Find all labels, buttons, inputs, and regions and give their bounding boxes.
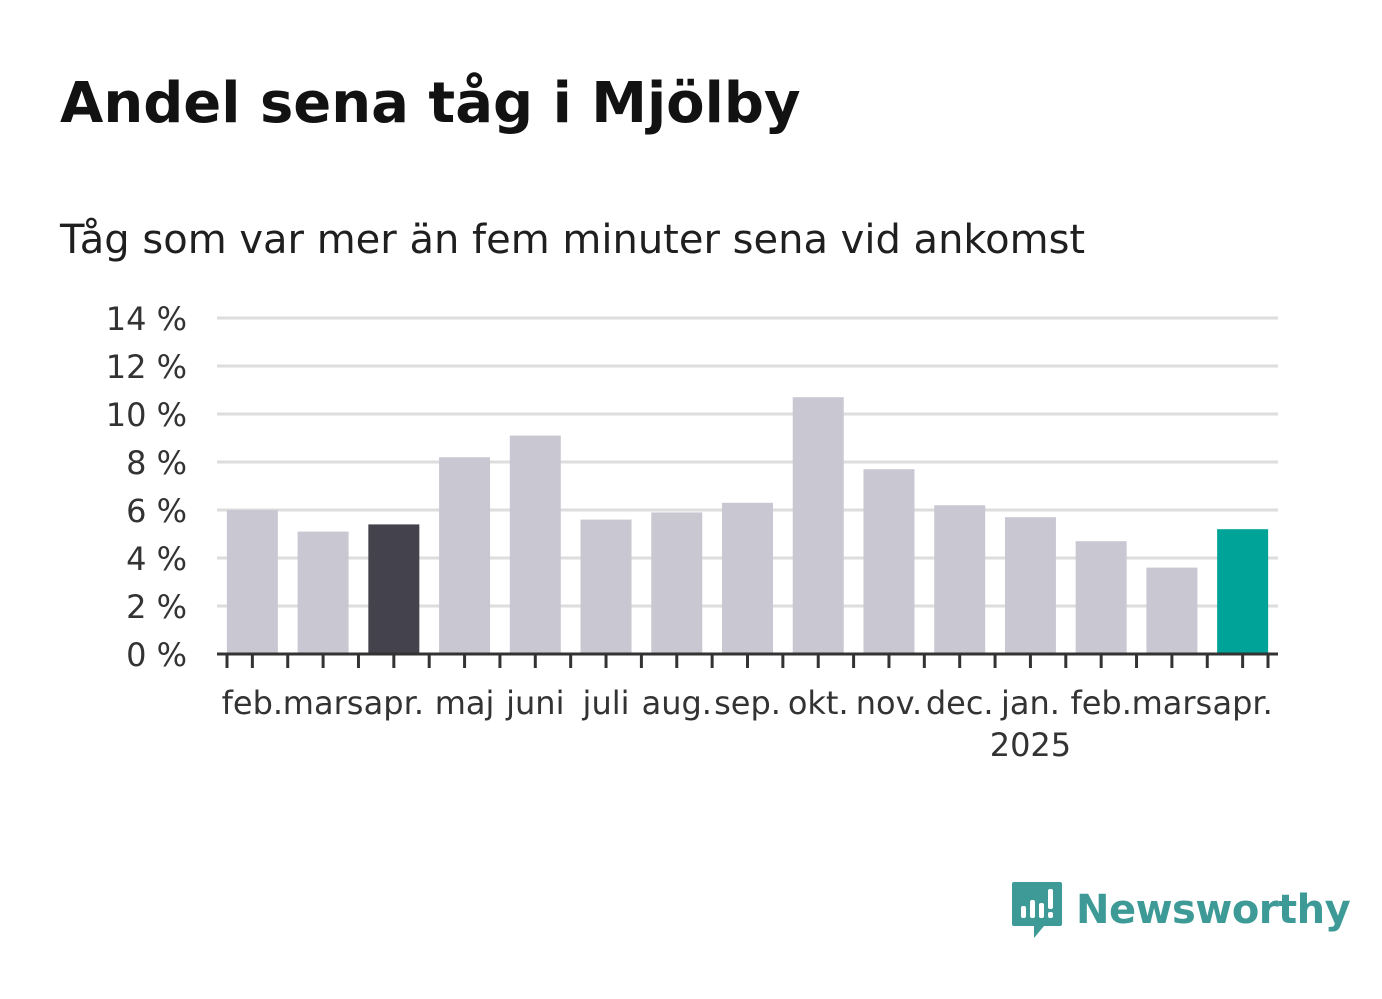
brand-name: Newsworthy [1076, 887, 1351, 933]
y-tick-label: 12 % [106, 348, 187, 386]
x-tick-label: nov. [856, 684, 922, 722]
y-tick-label: 6 % [126, 492, 187, 530]
x-tick-label: feb. [1070, 684, 1131, 722]
newsworthy-logo-icon [1012, 882, 1062, 938]
bar-9 [792, 397, 844, 654]
x-tick-label: okt. [788, 684, 849, 722]
x-tick-label: mars [283, 684, 364, 722]
x-tick-label: juli [582, 684, 630, 722]
bar-3 [368, 524, 420, 654]
x-tick-year-label: 2025 [990, 726, 1071, 764]
y-tick-label: 0 % [126, 636, 187, 674]
x-tick-label: jan. [1000, 684, 1060, 722]
x-tick-label: mars [1132, 684, 1213, 722]
bar-11 [934, 505, 986, 654]
x-tick-label: feb. [222, 684, 283, 722]
chart-subtitle: Tåg som var mer än fem minuter sena vid … [60, 217, 1086, 263]
brand-logo: Newsworthy [1010, 878, 1351, 942]
bars [226, 397, 1269, 654]
x-tick-label: apr. [1212, 684, 1272, 722]
x-tick-label: sep. [714, 684, 781, 722]
y-tick-label: 2 % [126, 588, 187, 626]
bar-8 [722, 502, 773, 654]
bar-10 [863, 469, 915, 654]
bar-15 [1217, 529, 1269, 654]
bar-2 [297, 531, 349, 654]
bar-6 [580, 519, 632, 654]
bar-12 [1004, 517, 1056, 654]
y-tick-label: 10 % [106, 396, 187, 434]
x-axis-labels: feb. mars apr. maj juni juli aug. sep. okt. nov. d… [222, 684, 1273, 764]
bar-7 [651, 512, 703, 654]
bar-13 [1075, 541, 1127, 654]
y-tick-label: 14 % [106, 300, 187, 338]
bar-14 [1146, 567, 1198, 654]
x-tick-label: juni [505, 684, 564, 722]
x-tick-label: maj [435, 684, 495, 722]
x-tick-label: dec. [926, 684, 994, 722]
bar-5 [509, 435, 561, 654]
x-tick-label: apr. [364, 684, 424, 722]
y-tick-label: 8 % [126, 444, 187, 482]
chart-title: Andel sena tåg i Mjölby [60, 71, 801, 136]
bar-4 [439, 457, 491, 654]
y-tick-label: 4 % [126, 540, 187, 578]
x-tick-label: aug. [642, 684, 712, 722]
bar-1 [226, 510, 278, 654]
x-axis [217, 652, 1278, 668]
y-axis-ticks: 0 % 2 % 4 % 6 % 8 % 10 % 12 % 14 % [106, 300, 187, 674]
